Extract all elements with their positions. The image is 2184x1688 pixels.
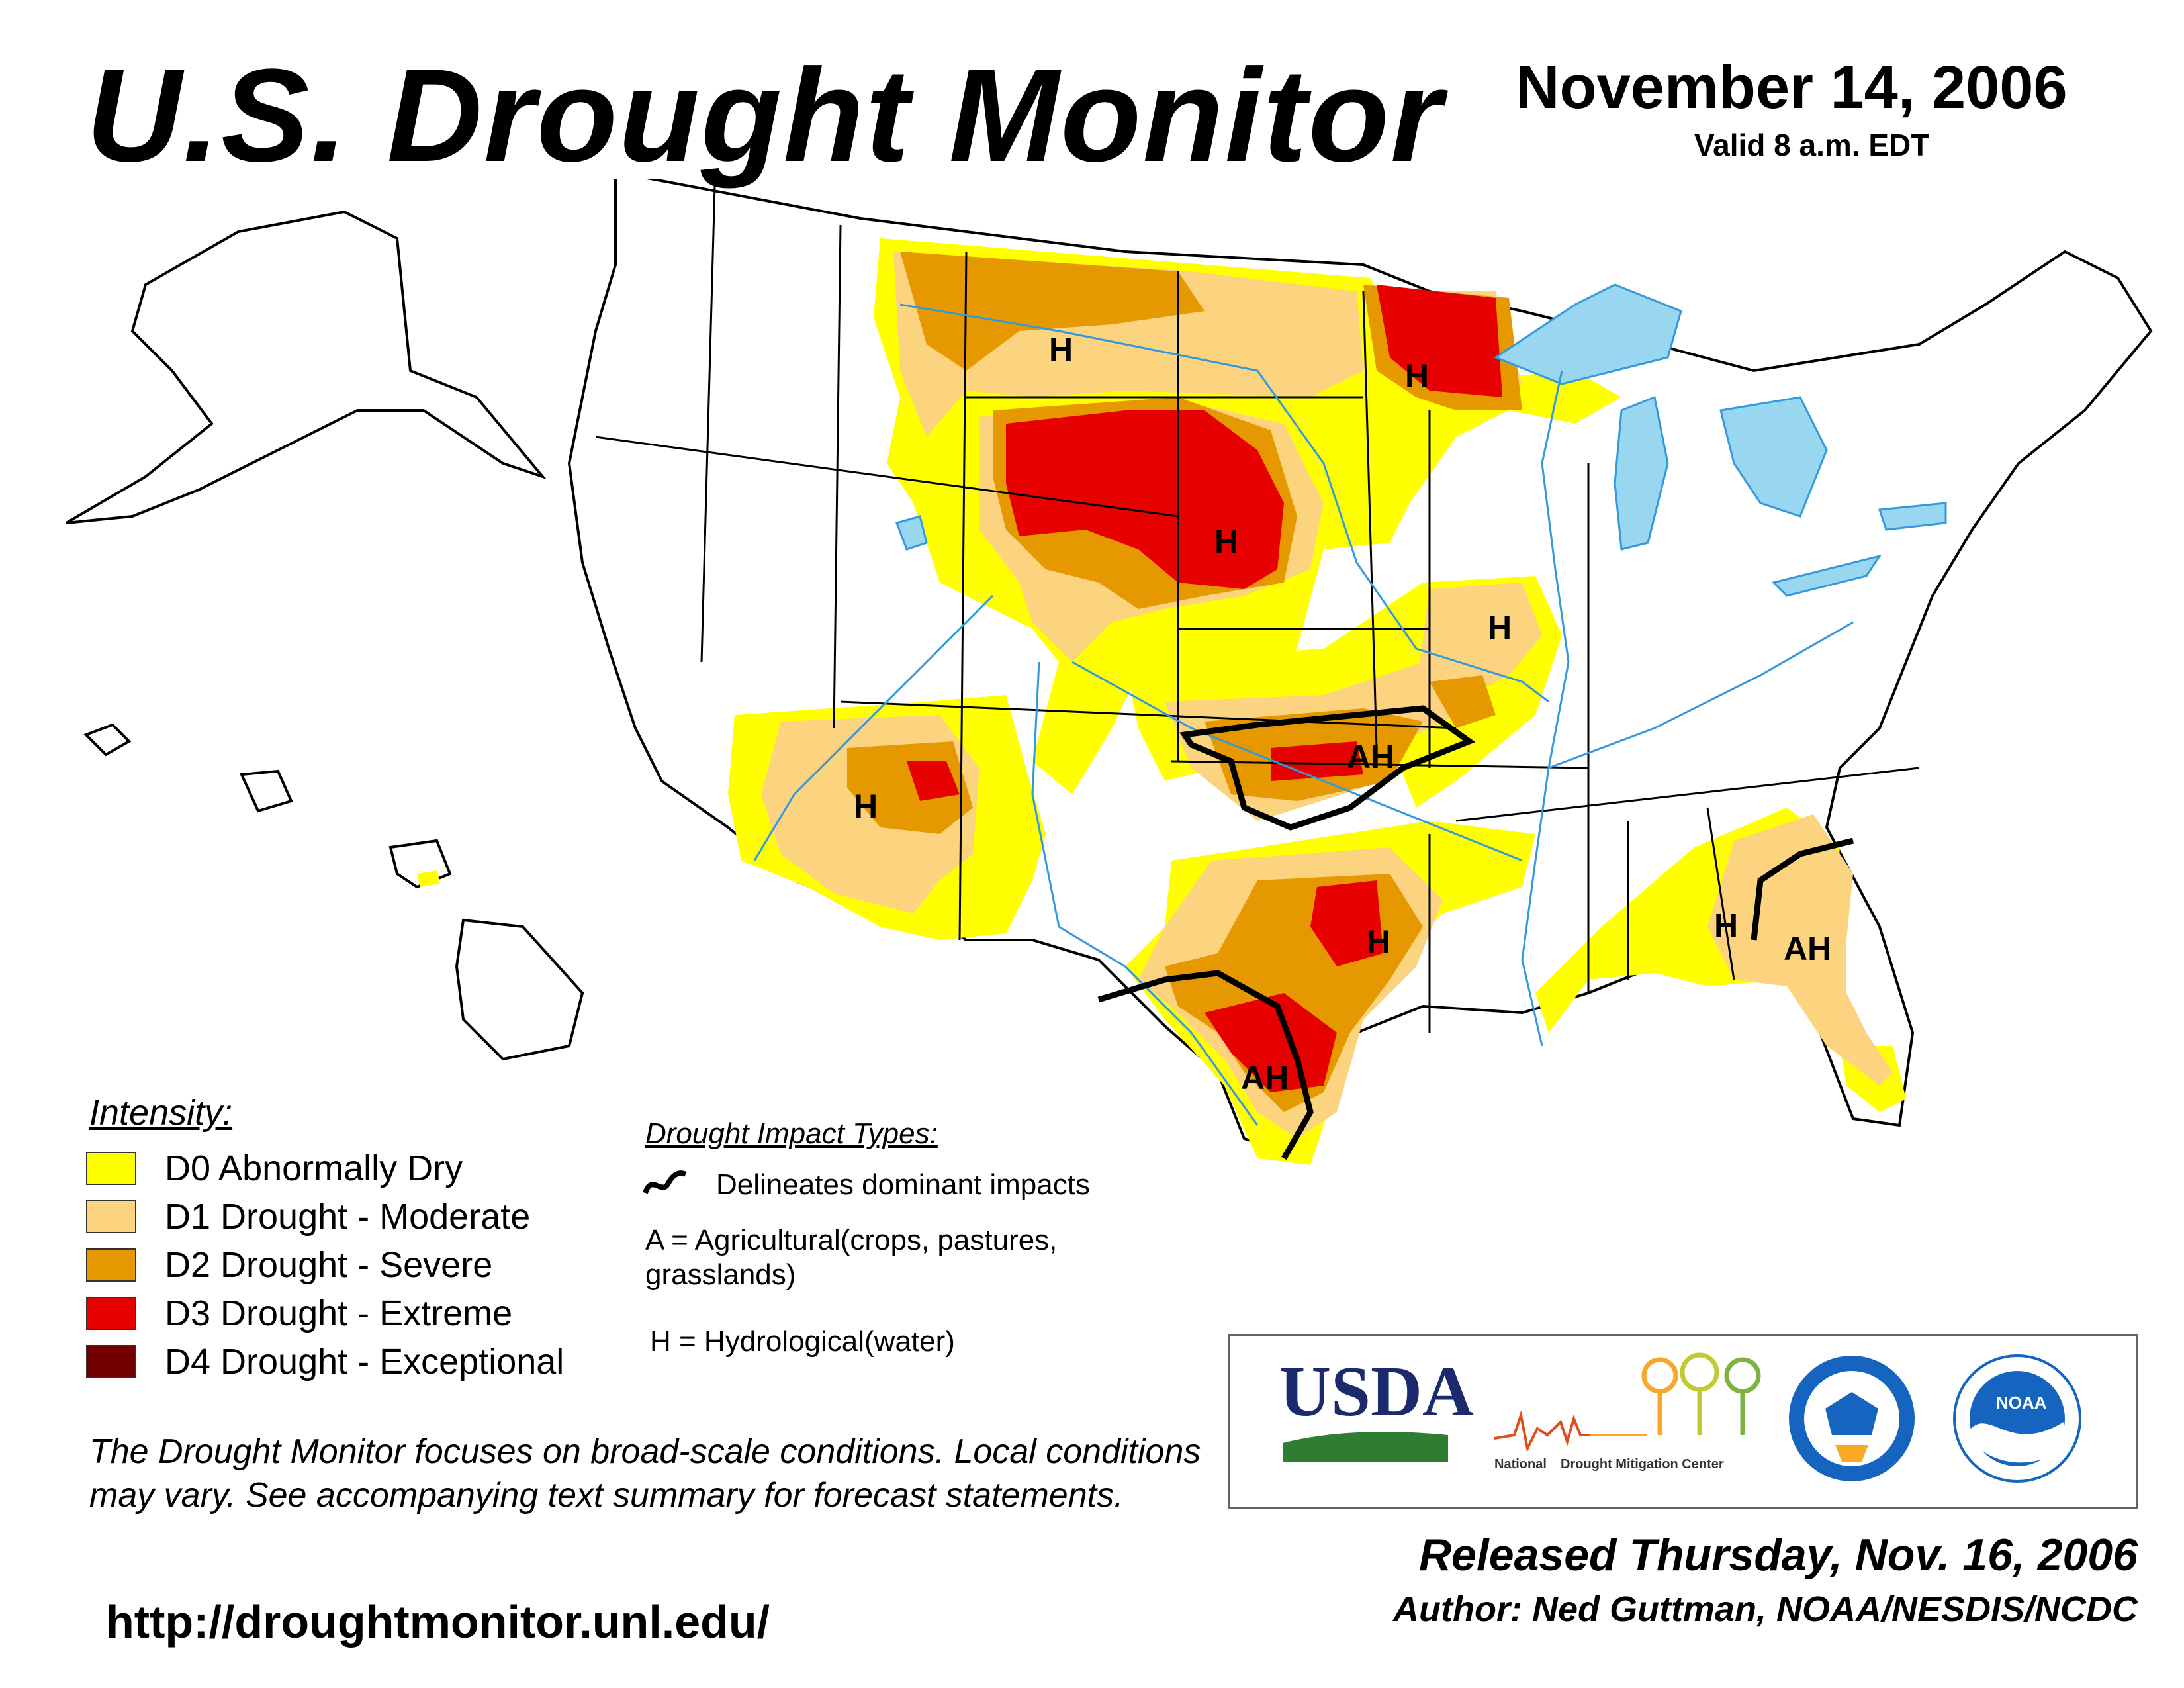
- usda-logo: USDA: [1279, 1352, 1474, 1462]
- impact-line-icon: [643, 1170, 687, 1194]
- legend-item-d4: D4 Drought - Exceptional: [86, 1342, 564, 1382]
- impact-labels: H H H H AH H H AH H AH: [854, 331, 1831, 1096]
- drought-map: H H H H AH H H AH H AH: [65, 179, 2153, 1165]
- rivers: [753, 303, 1854, 1126]
- legend-item-d1: D1 Drought - Moderate: [86, 1197, 530, 1237]
- release-date: Released Thursday, Nov. 16, 2006: [1418, 1530, 2138, 1580]
- impact-label: H: [1049, 331, 1073, 368]
- impact-label: H: [1405, 357, 1429, 395]
- lake-michigan: [1614, 395, 1669, 551]
- ndmc-label-left: National: [1494, 1457, 1547, 1472]
- impact-line-georgia: [1751, 837, 1854, 941]
- missouri-river: [899, 303, 1549, 703]
- ohio-river: [1548, 621, 1854, 769]
- alaska-outline: [65, 210, 547, 524]
- impact-label: H: [1488, 609, 1512, 646]
- valid-time: Valid 8 a.m. EDT: [1694, 128, 1930, 162]
- impact-label: AH: [1241, 1059, 1289, 1096]
- impact-label: H: [1714, 907, 1738, 944]
- d3-wyoming-south-dakota: [1006, 410, 1284, 589]
- lake-ontario: [1878, 502, 1947, 531]
- author-credit: Author: Ned Guttman, NOAA/NESDIS/NCDC: [1393, 1589, 2138, 1629]
- d3-regions: [907, 285, 1502, 1092]
- lake-erie: [1772, 554, 1882, 597]
- hawaii-islands: [83, 723, 584, 1061]
- noaa-logo-text: NOAA: [1996, 1393, 2047, 1413]
- d1-iowa: [1416, 583, 1542, 702]
- partner-logos-art: USDA National Drought Mitigation Center: [1279, 1352, 2081, 1483]
- lake-huron: [1719, 396, 1828, 518]
- usda-logo-text: USDA: [1279, 1352, 1474, 1431]
- legend-label: D3 Drought - Extreme: [165, 1293, 513, 1333]
- partner-logos: USDA National Drought Mitigation Center: [1228, 1334, 2138, 1509]
- legend-item-d3: D3 Drought - Extreme: [86, 1293, 512, 1333]
- impact-hydrological-label: H = Hydrological(water): [650, 1325, 955, 1358]
- impact-types-title: Drought Impact Types:: [645, 1117, 938, 1150]
- impact-label: AH: [1784, 930, 1831, 967]
- legend-swatch: [86, 1345, 136, 1378]
- lake-superior: [1493, 283, 1682, 385]
- impact-line-label: Delineates dominant impacts: [716, 1168, 1090, 1201]
- ndmc-label-right: Drought Mitigation Center: [1561, 1457, 1724, 1472]
- page-title: U.S. Drought Monitor: [86, 42, 1443, 189]
- impact-label: H: [1367, 923, 1390, 961]
- impact-agricultural-label: A = Agricultural(crops, pastures, grassl…: [645, 1224, 1058, 1291]
- d2-iowa: [1430, 675, 1496, 728]
- d3-arizona: [907, 761, 960, 801]
- d2-montana: [900, 252, 1205, 371]
- hawaii-maui-d0: [417, 870, 440, 887]
- legend-swatch: [86, 1152, 136, 1185]
- d3-minnesota: [1377, 285, 1502, 397]
- legend-label: D2 Drought - Severe: [165, 1245, 493, 1285]
- legend-label: D1 Drought - Moderate: [165, 1197, 531, 1237]
- great-lakes: [895, 283, 1947, 597]
- legend-label: D4 Drought - Exceptional: [165, 1342, 565, 1382]
- colorado-river: [753, 594, 994, 861]
- mississippi-river: [1521, 370, 1570, 1047]
- legend-item-d2: D2 Drought - Severe: [86, 1245, 492, 1285]
- d3-oklahoma-kansas: [1271, 741, 1363, 781]
- impact-label: H: [1214, 523, 1238, 560]
- impact-line-texas: [1097, 970, 1314, 1160]
- legend-swatch: [86, 1297, 136, 1330]
- ndmc-logo: National Drought Mitigation Center: [1494, 1352, 1761, 1472]
- rio-grande: [1031, 661, 1259, 1126]
- impact-line-kansas: [1179, 705, 1476, 831]
- d3-south-texas: [1205, 993, 1337, 1092]
- website-link[interactable]: http://droughtmonitor.unl.edu/: [106, 1596, 770, 1648]
- state-borders: [595, 185, 1920, 1033]
- disclaimer-text: The Drought Monitor focuses on broad-sca…: [89, 1432, 1201, 1515]
- impact-label: AH: [1347, 738, 1394, 775]
- map-date: November 14, 2006: [1516, 54, 2068, 121]
- impact-lines: [1097, 705, 1854, 1160]
- noaa-logo: NOAA: [1953, 1354, 2081, 1483]
- big-island: [455, 918, 584, 1061]
- legend-title: Intensity:: [89, 1093, 233, 1133]
- impact-label: H: [854, 788, 878, 825]
- commerce-seal-logo: [1789, 1356, 1915, 1481]
- legend-swatch: [86, 1248, 136, 1282]
- legend-swatch: [86, 1200, 136, 1233]
- legend-item-d0: D0 Abnormally Dry: [86, 1149, 463, 1188]
- great-salt-lake: [895, 515, 928, 551]
- arkansas-river: [1071, 661, 1523, 862]
- d3-east-texas: [1310, 880, 1383, 966]
- d1-georgia: [1707, 814, 1893, 1086]
- legend-label: D0 Abnormally Dry: [165, 1149, 463, 1188]
